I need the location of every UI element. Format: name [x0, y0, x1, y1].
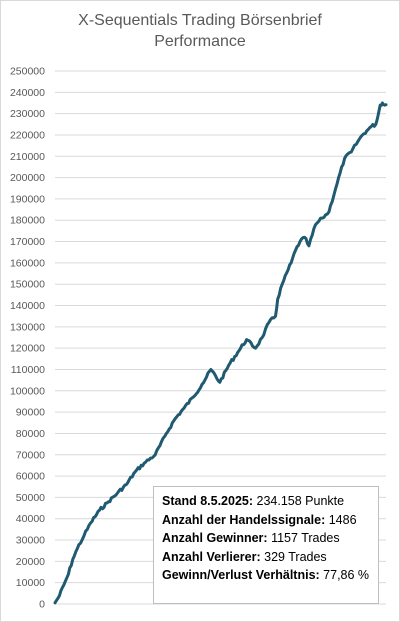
- y-tick-label: 150000: [10, 279, 45, 291]
- y-tick-label: 70000: [16, 449, 45, 461]
- y-tick-label: 210000: [10, 151, 45, 163]
- y-axis-tick-labels: 0 10000 20000 30000 40000 50000 60000 70000 8000…: [10, 66, 45, 611]
- info-row-winners: Anzahl Gewinner: 1157 Trades: [162, 529, 378, 548]
- y-tick-label: 10000: [16, 577, 45, 589]
- y-tick-label: 60000: [16, 471, 45, 483]
- y-tick-label: 80000: [16, 428, 45, 440]
- info-row-losers: Anzahl Verlierer: 329 Trades: [162, 548, 378, 567]
- chart-title-line-2: Performance: [154, 33, 246, 50]
- info-label: Anzahl Verlierer:: [162, 549, 261, 564]
- y-tick-label: 110000: [11, 364, 45, 376]
- y-tick-label: 0: [39, 599, 45, 611]
- y-tick-label: 250000: [10, 66, 45, 78]
- y-tick-label: 40000: [16, 513, 45, 525]
- y-tick-label: 50000: [16, 492, 45, 504]
- y-tick-label: 30000: [16, 535, 45, 547]
- y-tick-label: 120000: [10, 343, 45, 355]
- info-label: Anzahl der Handelssignale:: [162, 512, 326, 527]
- y-tick-label: 130000: [10, 321, 45, 333]
- info-value: 77,86 %: [323, 568, 370, 582]
- info-box: Stand 8.5.2025: 234.158 Punkte Anzahl de…: [153, 486, 379, 604]
- y-tick-label: 190000: [10, 193, 45, 205]
- y-tick-label: 180000: [10, 215, 45, 227]
- info-label: Stand 8.5.2025:: [162, 494, 254, 508]
- y-tick-label: 230000: [10, 108, 45, 120]
- chart-title: X-Sequentials Trading Börsenbrief Perfor…: [0, 10, 400, 52]
- info-row-signals: Anzahl der Handelssignale: 1486: [162, 511, 378, 530]
- info-value: 1486: [328, 512, 357, 527]
- y-tick-label: 200000: [10, 172, 45, 184]
- info-label: Gewinn/Verlust Verhältnis:: [162, 568, 320, 582]
- y-tick-label: 220000: [10, 129, 45, 141]
- y-tick-label: 170000: [10, 236, 45, 248]
- y-tick-label: 100000: [10, 385, 45, 397]
- y-tick-label: 90000: [16, 407, 45, 419]
- y-tick-label: 20000: [16, 556, 45, 568]
- info-row-ratio: Gewinn/Verlust Verhältnis: 77,86 %: [162, 566, 378, 585]
- info-value: 1157 Trades: [271, 531, 340, 545]
- info-value: 329 Trades: [264, 549, 327, 564]
- info-value: 234.158 Punkte: [256, 494, 345, 508]
- performance-series-line: [53, 101, 388, 605]
- info-row-stand: Stand 8.5.2025: 234.158 Punkte: [162, 492, 378, 511]
- y-tick-label: 140000: [10, 300, 45, 312]
- chart-title-line-1: X-Sequentials Trading Börsenbrief: [78, 12, 322, 29]
- y-tick-label: 240000: [10, 87, 45, 99]
- info-label: Anzahl Gewinner:: [162, 531, 268, 545]
- y-tick-label: 160000: [10, 257, 45, 269]
